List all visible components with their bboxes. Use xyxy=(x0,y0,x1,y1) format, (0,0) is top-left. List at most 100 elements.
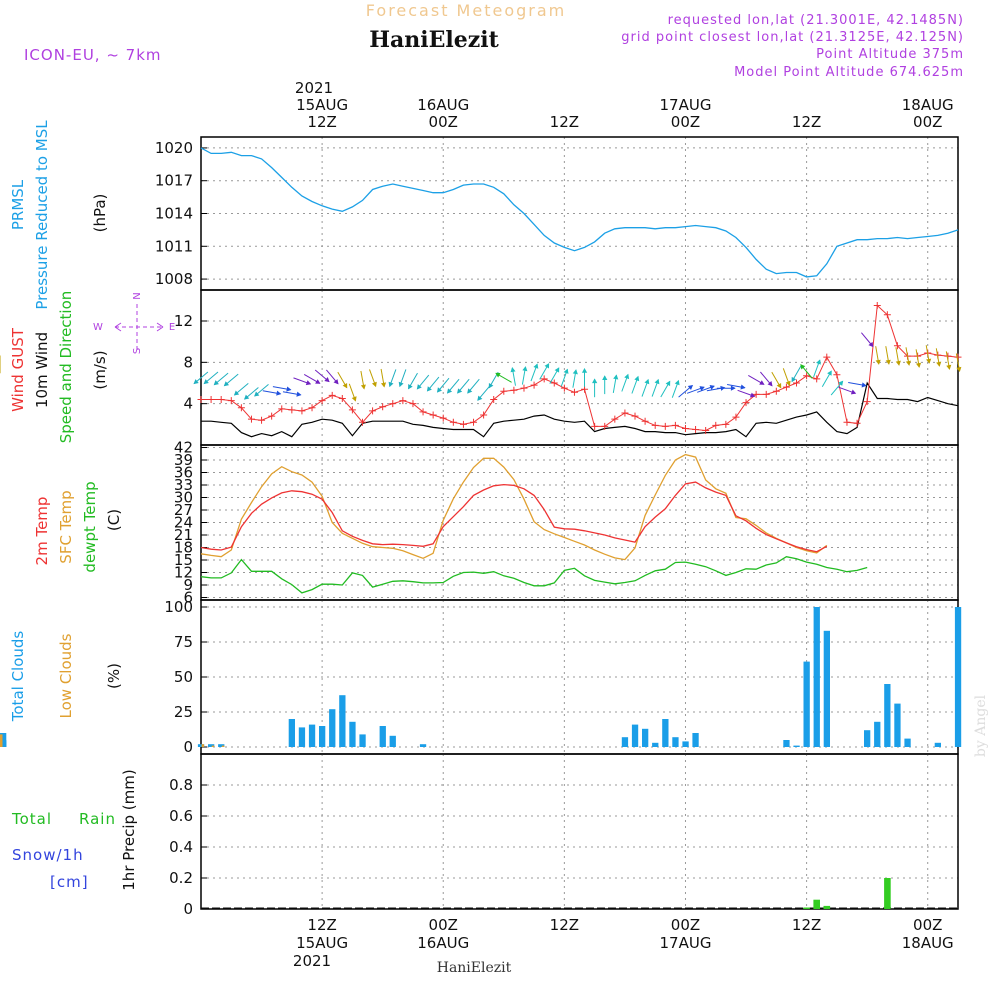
time-label-hour-top: 00Z xyxy=(671,113,700,131)
wind-direction-arrow xyxy=(193,371,209,385)
time-label-hour-bottom: 12Z xyxy=(792,916,821,934)
wind-gust-point xyxy=(530,381,538,389)
wind-arrow-head xyxy=(709,385,715,390)
temp-ytick-label: 39 xyxy=(174,451,193,469)
wind-gust-point xyxy=(782,383,790,391)
wind-gust-point xyxy=(449,418,457,426)
total-cloud-bar xyxy=(672,737,679,747)
wind-gust-point xyxy=(883,311,891,319)
wind-gust-point xyxy=(621,409,629,417)
wind-dir-label: Speed and Direction xyxy=(57,291,75,444)
wind-gust-point xyxy=(369,407,377,415)
wind-gust-point xyxy=(570,388,578,396)
total-cloud-bar xyxy=(874,721,881,747)
total-cloud-bar xyxy=(682,741,689,747)
clouds-ytick-label: 25 xyxy=(174,703,193,721)
wind-gust-point xyxy=(268,412,276,420)
wind-arrow-head xyxy=(654,378,660,385)
wind-direction-arrow xyxy=(848,382,867,388)
precip-frame xyxy=(200,753,959,910)
compass-east: E xyxy=(169,322,175,333)
wind-direction-arrow xyxy=(398,369,407,388)
wind-gust-point xyxy=(550,379,558,387)
precip-ytick-label: 0 xyxy=(183,900,193,918)
precip-cm-label: [cm] xyxy=(50,873,89,891)
temp-ytick-label: 21 xyxy=(174,526,193,544)
wind-arrow-head xyxy=(563,368,569,374)
wind-arrow-head xyxy=(477,395,483,401)
total-cloud-bar xyxy=(359,734,366,747)
wind-arrow-head xyxy=(360,384,366,390)
low-cloud-bar xyxy=(201,744,205,747)
wind-direction-arrow xyxy=(436,377,450,393)
temp-ytick-label: 42 xyxy=(174,439,193,457)
wind-gust-point xyxy=(843,418,851,426)
precip-ytick-label: 0.8 xyxy=(169,776,193,794)
wind-direction-arrow xyxy=(760,371,773,387)
wind-gust-point xyxy=(197,396,205,404)
temp-ytick-label: 6 xyxy=(183,589,193,607)
time-label-hour-top: 12Z xyxy=(792,113,821,131)
wind-arrow-head xyxy=(776,383,782,389)
wind-direction-arrow xyxy=(660,380,671,398)
wind-gust-line xyxy=(201,304,959,432)
wind-direction-arrow xyxy=(621,373,630,392)
wind-gust-point xyxy=(833,371,841,379)
requested-coords: requested lon,lat (21.3001E, 42.1485N) xyxy=(668,13,964,28)
wind-direction-arrow xyxy=(369,369,377,388)
temp-sfc-label: SFC Temp xyxy=(57,490,75,563)
wind-arrow-head xyxy=(324,377,330,383)
compass-right-head xyxy=(156,322,164,332)
time-label-date-bottom: 16AUG xyxy=(417,934,469,952)
low-cloud-bar xyxy=(221,745,225,747)
wind-arrow-head xyxy=(665,380,671,387)
wind-arrow-head xyxy=(203,379,209,385)
wind-arrow-head xyxy=(624,373,630,380)
wind-grid: 4 8 12 xyxy=(174,289,959,446)
pressure-ytick-label: 1020 xyxy=(155,139,193,157)
wind-arrow-head xyxy=(223,381,230,387)
wind-arrow-head xyxy=(467,388,473,394)
wind-direction-arrow xyxy=(955,353,962,373)
wind-arrow-head xyxy=(791,376,797,383)
wind-arrow-head xyxy=(946,364,952,370)
wind-arrow-head xyxy=(936,361,942,367)
low-clouds-label: Low Clouds xyxy=(57,633,75,718)
wind-arrow-head xyxy=(193,379,199,385)
time-label-date-top: 15AUG xyxy=(296,96,348,114)
wind-arrow-head xyxy=(926,358,932,364)
wind-gust-point xyxy=(591,422,599,430)
wind-direction-arrow xyxy=(935,348,942,367)
wind-arrow-head xyxy=(868,341,874,348)
wind-gust-point xyxy=(409,400,417,408)
rain-bar xyxy=(823,905,831,909)
total-cloud-bar xyxy=(904,738,911,747)
wind-direction-arrow xyxy=(885,346,891,365)
wind-gust-point xyxy=(752,390,760,398)
temp-ytick-label: 12 xyxy=(174,564,193,582)
wind-arrow-head xyxy=(759,380,765,385)
wind-direction-arrow xyxy=(254,384,269,397)
precip-grid: 0 0.2 0.4 0.6 0.8 xyxy=(169,753,959,918)
wind-gust-point xyxy=(742,399,750,407)
wind-arrow-head xyxy=(380,382,387,388)
wind-gust-point xyxy=(661,422,669,430)
wind-direction-arrow xyxy=(560,368,569,387)
total-cloud-bar xyxy=(319,726,326,747)
wind-labels: Wind GUST 10m Wind Speed and Direction (… xyxy=(9,291,109,444)
wind-arrow-head xyxy=(495,372,501,378)
wind-direction-arrow xyxy=(671,379,680,398)
wind-direction-arrow xyxy=(782,368,791,387)
total-cloud-bar xyxy=(823,630,830,747)
wind-direction-arrow xyxy=(530,363,539,382)
wind-direction-arrow xyxy=(727,384,746,390)
total-cloud-bar xyxy=(218,744,225,747)
total-cloud-bar xyxy=(662,719,669,747)
pressure-ytick-label: 1017 xyxy=(155,172,193,190)
wind-gust-point xyxy=(641,417,649,425)
total-cloud-bar xyxy=(389,735,396,747)
wind-direction-arrow xyxy=(915,349,922,368)
compass-west: W xyxy=(93,322,103,333)
